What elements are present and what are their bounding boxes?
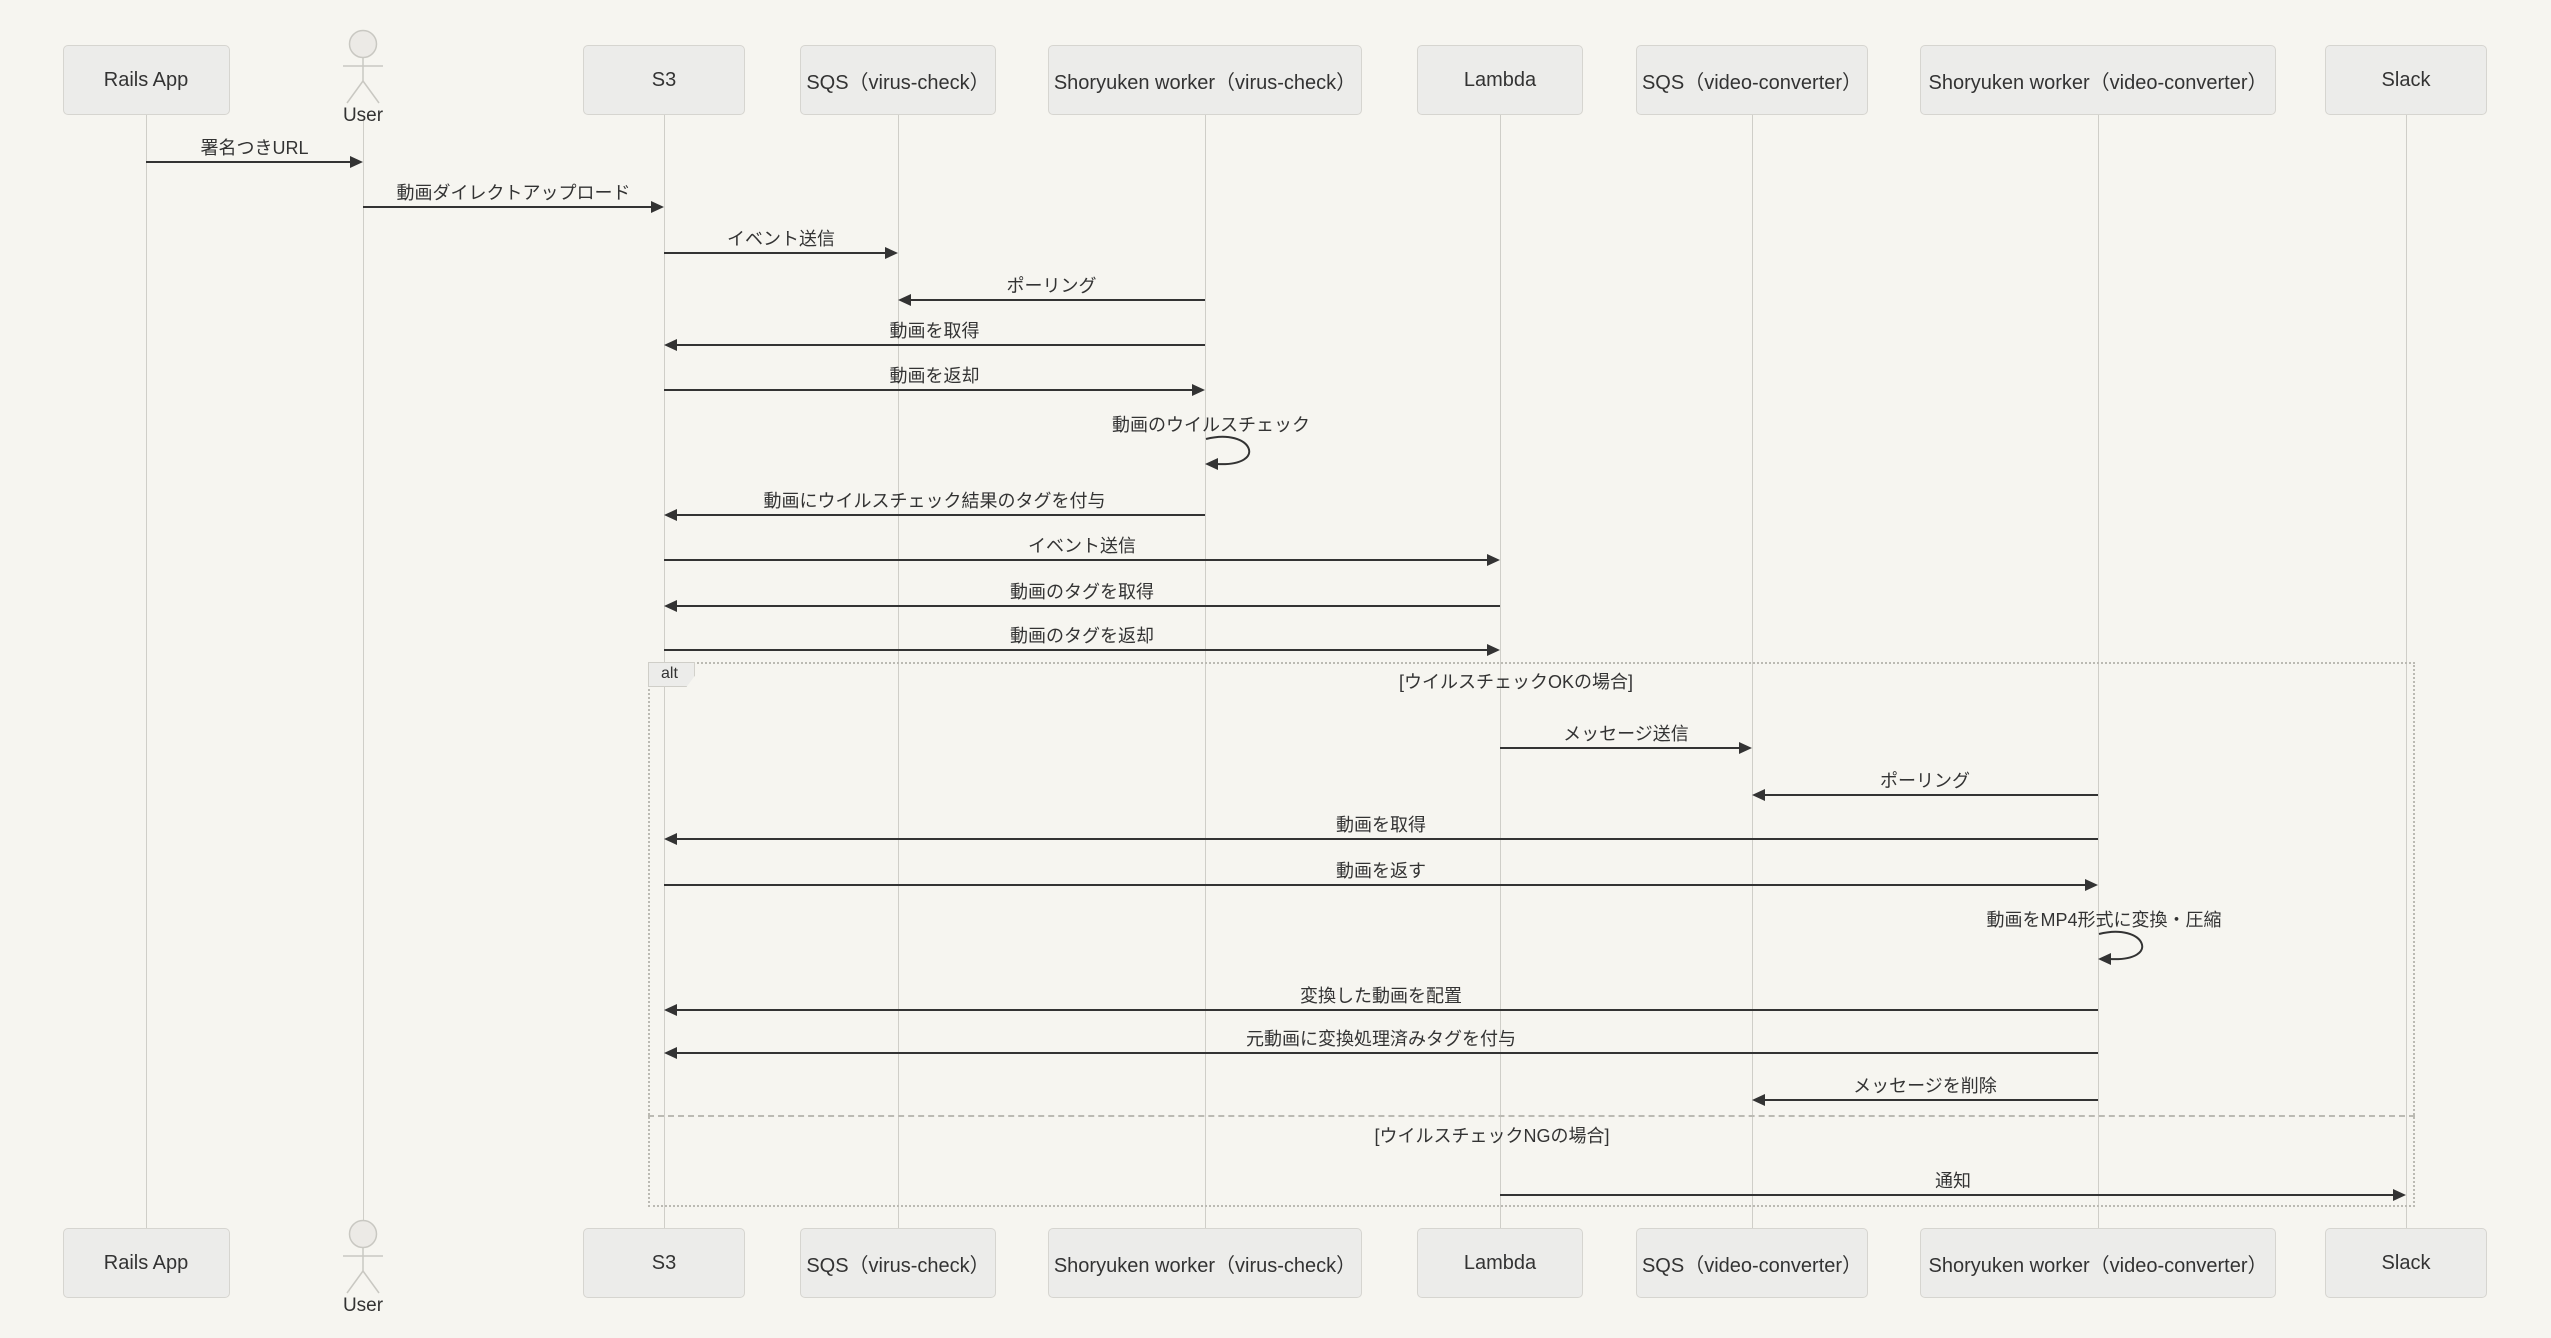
message-arrowhead <box>1487 644 1500 656</box>
participant-box-slack-top: Slack <box>2325 45 2487 115</box>
message-arrow-line <box>664 389 1194 391</box>
message-arrowhead <box>664 1004 677 1016</box>
participant-box-rails-top: Rails App <box>62 45 230 115</box>
participant-box-sqs_conv-bottom: SQS（video-converter） <box>1636 1228 1868 1298</box>
message-label: イベント送信 <box>727 229 835 249</box>
participant-box-worker_conv-bottom: Shoryuken worker（video-converter） <box>1920 1228 2276 1298</box>
message-arrow-line <box>664 252 887 254</box>
participant-box-worker_vc-bottom: Shoryuken worker（virus-check） <box>1048 1228 1362 1298</box>
message-arrowhead <box>664 509 677 521</box>
participant-box-worker_conv-top: Shoryuken worker（video-converter） <box>1920 45 2276 115</box>
message-arrowhead <box>1192 384 1205 396</box>
message-label: 動画のタグを取得 <box>1010 582 1154 602</box>
message-arrowhead <box>885 247 898 259</box>
participant-label-user-top: User <box>342 105 384 126</box>
message-label: 動画ダイレクトアップロード <box>396 183 631 203</box>
message-arrow-line <box>664 884 2087 886</box>
participant-box-sqs_vc-bottom: SQS（virus-check） <box>800 1228 996 1298</box>
message-arrowhead <box>664 1047 677 1059</box>
user-actor-icon-top <box>340 29 386 109</box>
message-arrowhead <box>898 294 911 306</box>
lifeline-worker_vc <box>1205 115 1206 1228</box>
message-arrowhead <box>664 339 677 351</box>
participant-box-worker_vc-top: Shoryuken worker（virus-check） <box>1048 45 1362 115</box>
participant-box-s3-top: S3 <box>583 45 745 115</box>
message-arrow-line <box>1763 794 2098 796</box>
participant-box-lambda-bottom: Lambda <box>1417 1228 1583 1298</box>
alt-frame <box>648 662 2415 1207</box>
lifeline-lambda <box>1500 115 1501 1228</box>
message-arrowhead <box>651 201 664 213</box>
message-label: ポーリング <box>1006 276 1097 296</box>
message-arrow-line <box>146 161 352 163</box>
message-arrowhead <box>664 833 677 845</box>
participant-box-rails-bottom: Rails App <box>62 1228 230 1298</box>
message-arrow-line <box>664 649 1489 651</box>
message-arrowhead <box>1752 789 1765 801</box>
lifeline-worker_conv <box>2098 115 2099 1228</box>
lifeline-sqs_conv <box>1752 115 1753 1228</box>
message-arrowhead <box>664 600 677 612</box>
self-message-loop-arrow <box>2097 929 2167 975</box>
message-arrow-line <box>675 1052 2098 1054</box>
lifeline-slack <box>2406 115 2407 1228</box>
participant-label-user-bottom: User <box>342 1295 384 1316</box>
message-arrow-line <box>675 1009 2098 1011</box>
message-arrowhead <box>1752 1094 1765 1106</box>
participant-box-sqs_conv-top: SQS（video-converter） <box>1636 45 1868 115</box>
message-label: 署名つきURL <box>200 138 309 158</box>
message-arrow-line <box>675 344 1205 346</box>
alt-else-divider <box>648 1115 2415 1117</box>
alt-condition-ok: [ウイルスチェックOKの場合] <box>1398 672 1634 692</box>
self-message-loop-arrow <box>1204 434 1274 480</box>
participant-box-lambda-top: Lambda <box>1417 45 1583 115</box>
message-arrow-line <box>664 559 1489 561</box>
lifeline-sqs_vc <box>898 115 899 1228</box>
participant-box-sqs_vc-top: SQS（virus-check） <box>800 45 996 115</box>
alt-condition-ng: [ウイルスチェックNGの場合] <box>1374 1126 1610 1146</box>
message-arrow-line <box>1763 1099 2098 1101</box>
message-label: 動画のタグを返却 <box>1010 626 1154 646</box>
lifeline-user <box>363 115 364 1228</box>
participant-box-s3-bottom: S3 <box>583 1228 745 1298</box>
message-arrow-line <box>909 299 1205 301</box>
message-arrow-line <box>1500 747 1741 749</box>
message-arrow-line <box>675 514 1205 516</box>
message-arrowhead <box>350 156 363 168</box>
user-actor-icon-bottom <box>340 1219 386 1299</box>
alt-label: alt <box>648 662 695 687</box>
message-arrow-line <box>675 838 2098 840</box>
participant-box-slack-bottom: Slack <box>2325 1228 2487 1298</box>
message-arrowhead <box>1739 742 1752 754</box>
message-arrowhead <box>1487 554 1500 566</box>
message-arrow-line <box>675 605 1500 607</box>
message-arrowhead <box>2393 1189 2406 1201</box>
message-arrow-line <box>363 206 653 208</box>
message-label: イベント送信 <box>1028 536 1136 556</box>
lifeline-rails <box>146 115 147 1228</box>
message-arrow-line <box>1500 1194 2395 1196</box>
message-arrowhead <box>2085 879 2098 891</box>
